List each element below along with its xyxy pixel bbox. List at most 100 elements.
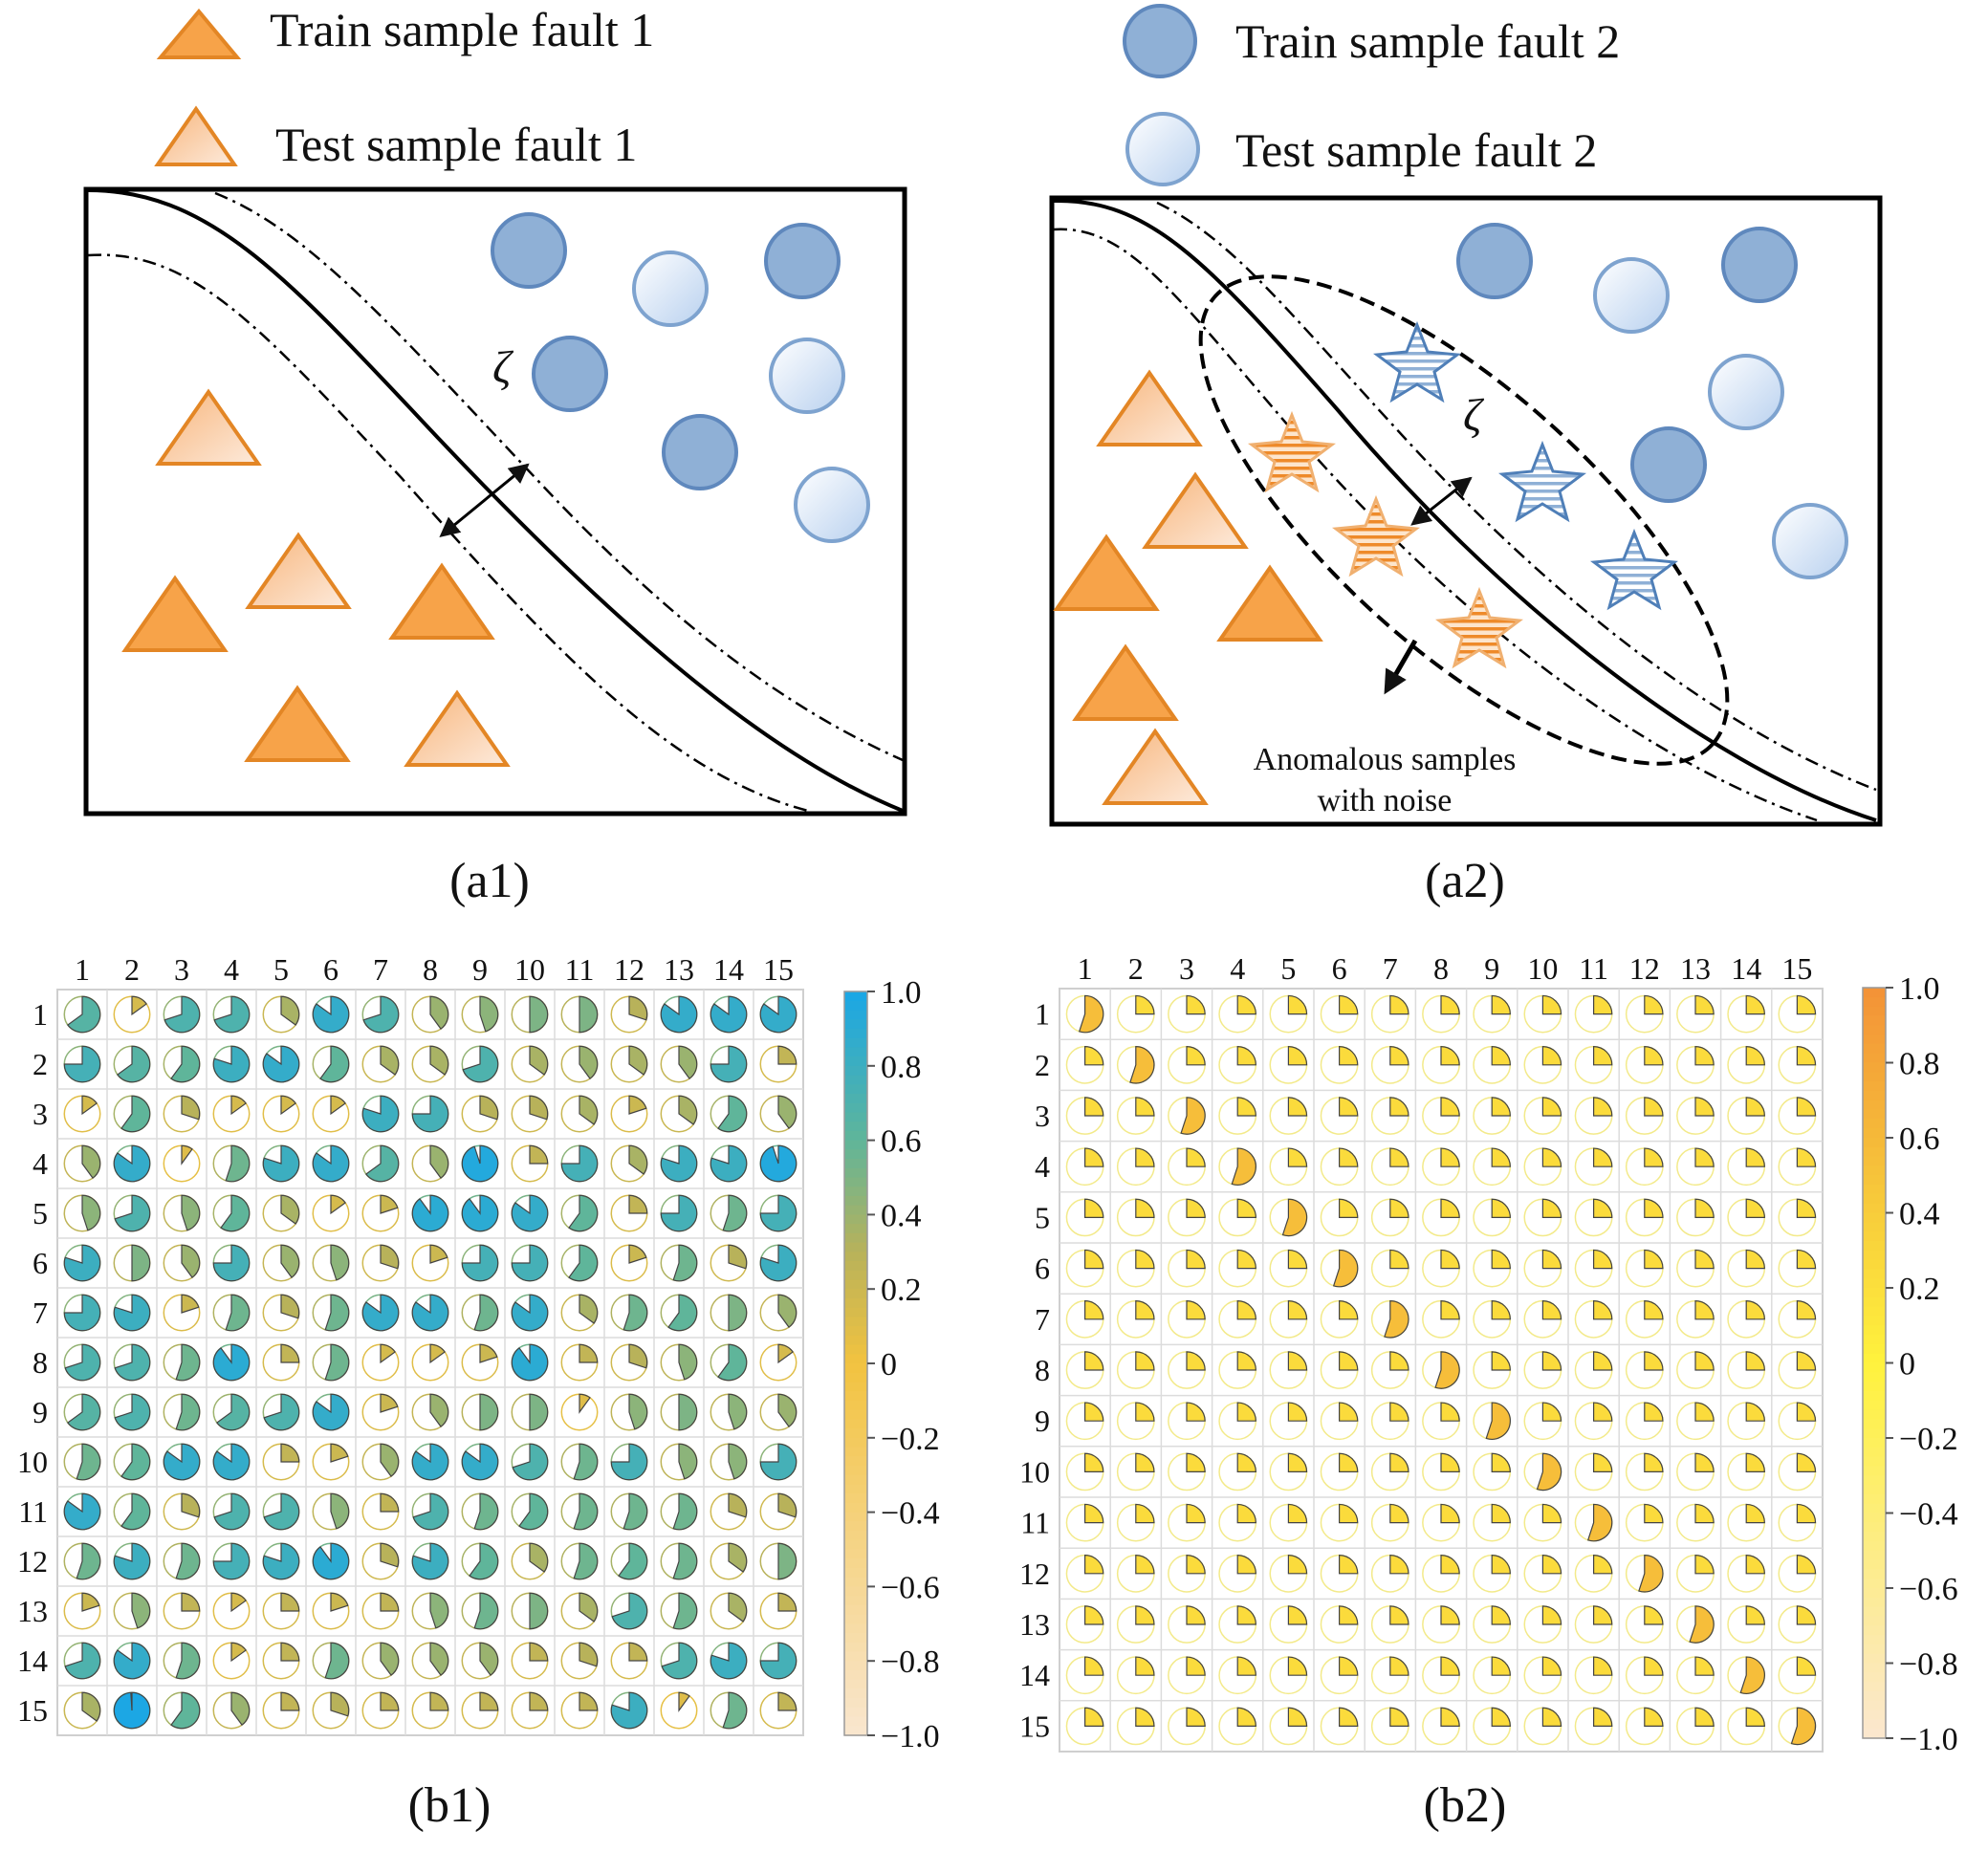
- anomaly-annotation-line1: Anomalous samples: [1254, 742, 1517, 777]
- colorbar-band: [844, 1437, 867, 1448]
- pie-wedge: [1236, 1300, 1256, 1320]
- row-label: 5: [1035, 1200, 1050, 1234]
- pie-wedge: [1593, 1249, 1613, 1270]
- pie-wedge: [579, 1592, 599, 1622]
- row-label: 7: [33, 1296, 48, 1330]
- pie-wedge: [212, 1045, 251, 1083]
- pie-wedge: [511, 1294, 549, 1332]
- colorbar-band: [844, 1604, 867, 1616]
- colorbar-band: [1863, 1193, 1886, 1205]
- colorbar-band: [1863, 1700, 1886, 1711]
- colorbar-band: [844, 1502, 867, 1513]
- pie-wedge: [181, 1144, 193, 1165]
- pie-wedge: [1745, 1707, 1765, 1727]
- pie-wedge: [511, 1194, 549, 1232]
- legend-test-fault-1: Test sample fault 1: [275, 118, 637, 171]
- pie-wedge: [1287, 1351, 1308, 1371]
- col-label: 4: [1230, 951, 1245, 986]
- pie-wedge: [1186, 1198, 1206, 1218]
- pie-wedge: [1593, 1656, 1613, 1676]
- pie-wedge: [330, 1691, 350, 1717]
- pie-wedge: [479, 1642, 499, 1676]
- pie-wedge: [175, 1393, 201, 1431]
- pie-wedge: [262, 1045, 300, 1083]
- pie-wedge: [1186, 1402, 1206, 1422]
- pie-wedge: [1541, 1402, 1562, 1422]
- pie-wedge: [1389, 1046, 1409, 1066]
- pie-wedge: [1440, 1249, 1460, 1270]
- pie-wedge: [411, 1194, 449, 1232]
- colorbar-band: [844, 1307, 867, 1318]
- row-label: 14: [17, 1644, 48, 1678]
- pie-wedge: [1440, 1402, 1460, 1422]
- pie-wedge: [120, 1443, 151, 1481]
- pie-wedge: [1236, 1046, 1256, 1066]
- pie-wedge: [411, 1095, 449, 1133]
- col-label: 6: [1332, 951, 1347, 986]
- colorbar-band: [1863, 1259, 1886, 1271]
- pie-wedge: [280, 1592, 300, 1612]
- colorbar-band: [844, 1679, 867, 1690]
- colorbar-band: [844, 1419, 867, 1429]
- pie-wedge: [1440, 1452, 1460, 1472]
- colorbar-band: [1863, 1456, 1886, 1468]
- train-circle: [1630, 426, 1707, 503]
- pie-wedge: [512, 1443, 549, 1481]
- pie-wedge: [1593, 994, 1613, 1015]
- pie-wedge: [1491, 994, 1511, 1015]
- pie-wedge: [1339, 1452, 1359, 1472]
- col-label: 3: [174, 952, 189, 987]
- pie-wedge: [479, 1343, 498, 1363]
- pie-wedge: [1084, 1198, 1104, 1218]
- pie-wedge: [280, 1194, 300, 1225]
- pie-wedge: [280, 1244, 300, 1278]
- row-label: 13: [17, 1594, 48, 1628]
- pie-wedge: [672, 1492, 698, 1531]
- pie-wedge: [1287, 1707, 1308, 1727]
- row-label: 4: [1035, 1149, 1050, 1184]
- pie-wedge: [120, 1095, 151, 1133]
- pie-wedge: [529, 1045, 549, 1076]
- row-label: 10: [1019, 1454, 1050, 1489]
- pie-wedge: [181, 1095, 201, 1121]
- pie-wedge: [1440, 1707, 1460, 1727]
- colorbar-band: [844, 1382, 867, 1392]
- pie-wedge: [529, 1095, 549, 1121]
- pie-wedge: [628, 1095, 647, 1115]
- pie-wedge: [1287, 1097, 1308, 1117]
- pie-wedge: [710, 1144, 748, 1183]
- pie-wedge: [678, 1045, 698, 1079]
- row-label: 2: [33, 1047, 48, 1081]
- test-triangle: [1142, 471, 1249, 549]
- colorbar-band: [1863, 1579, 1886, 1589]
- pie-wedge: [1287, 1605, 1308, 1625]
- pie-wedge: [181, 1294, 200, 1314]
- row-label: 1: [1035, 997, 1050, 1032]
- pie-wedge: [672, 1244, 698, 1282]
- pie-wedge: [213, 1492, 251, 1531]
- pie-wedge: [579, 1045, 599, 1079]
- colorbar-tick-label: 0.2: [881, 1273, 922, 1308]
- colorbar-band: [1863, 1493, 1886, 1505]
- colorbar-tick-label: −0.6: [881, 1570, 940, 1605]
- pie-wedge: [1694, 1402, 1715, 1422]
- pie-wedge: [312, 1144, 350, 1183]
- colorbar-tick-label: −0.4: [881, 1496, 940, 1532]
- col-label: 14: [1731, 951, 1761, 986]
- pie-wedge: [529, 1393, 549, 1431]
- colorbar-band: [1863, 1419, 1886, 1429]
- pie-wedge: [63, 1492, 101, 1531]
- legend-test-fault-2: Test sample fault 2: [1235, 123, 1597, 177]
- colorbar-band: [1863, 1438, 1886, 1448]
- pie-wedge: [1644, 1147, 1664, 1167]
- pie-wedge: [1287, 1656, 1308, 1676]
- pie-wedge: [511, 1244, 549, 1282]
- pie-wedge: [1694, 994, 1715, 1015]
- pie-wedge: [473, 1492, 499, 1531]
- noisy-star-fault-2: [1590, 528, 1678, 611]
- pie-wedge: [1694, 1147, 1715, 1167]
- colorbar-band: [844, 1056, 867, 1067]
- pie-wedge: [113, 1294, 151, 1332]
- pie-wedge: [81, 1095, 98, 1116]
- pie-wedge: [759, 1443, 797, 1481]
